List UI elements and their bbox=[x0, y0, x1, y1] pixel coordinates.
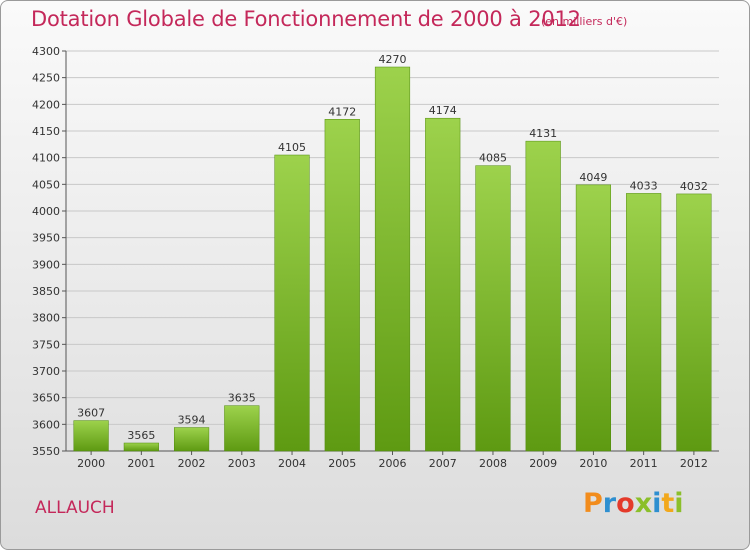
y-tick-label: 4000 bbox=[32, 205, 60, 218]
bar bbox=[575, 184, 612, 452]
y-tick-label: 3550 bbox=[32, 445, 60, 458]
x-tick-label: 2004 bbox=[278, 457, 306, 470]
bar bbox=[425, 117, 461, 452]
x-tick-label: 2010 bbox=[579, 457, 607, 470]
bar-value-label: 3565 bbox=[127, 429, 155, 442]
x-tick-label: 2003 bbox=[228, 457, 256, 470]
bar-value-label: 4270 bbox=[379, 53, 407, 66]
bar bbox=[73, 420, 109, 452]
logo-letter: r bbox=[602, 488, 617, 519]
x-tick-label: 2000 bbox=[77, 457, 105, 470]
y-tick-label: 3800 bbox=[32, 312, 60, 325]
bar-value-label: 4131 bbox=[529, 127, 557, 140]
bar bbox=[374, 66, 411, 452]
commune-name: ALLAUCH bbox=[35, 498, 115, 518]
bar-value-label: 4172 bbox=[328, 105, 356, 118]
labels: 3607 2000 3565 2001 3594 2002 3635 2003 4105 2004… bbox=[77, 53, 708, 470]
bar bbox=[173, 427, 210, 452]
x-tick-label: 2001 bbox=[127, 457, 155, 470]
bars bbox=[73, 66, 712, 452]
bar-value-label: 4049 bbox=[579, 171, 607, 184]
bar bbox=[274, 154, 310, 452]
bar-value-label: 4032 bbox=[680, 180, 708, 193]
y-tick-label: 3700 bbox=[32, 365, 60, 378]
x-tick-label: 2002 bbox=[178, 457, 206, 470]
y-tick-label: 4200 bbox=[32, 98, 60, 111]
y-tick-label: 4250 bbox=[32, 72, 60, 85]
logo-letter: x bbox=[634, 488, 653, 519]
logo-letter: o bbox=[616, 488, 635, 519]
bar bbox=[475, 165, 511, 452]
bar bbox=[123, 442, 159, 452]
x-tick-label: 2008 bbox=[479, 457, 507, 470]
bar-value-label: 4105 bbox=[278, 141, 306, 154]
y-tick-label: 3900 bbox=[32, 258, 60, 271]
y-tick-label: 4100 bbox=[32, 152, 60, 165]
bar bbox=[224, 405, 260, 452]
bar-value-label: 3635 bbox=[228, 392, 256, 405]
x-tick-label: 2011 bbox=[630, 457, 658, 470]
x-tick-label: 2012 bbox=[680, 457, 708, 470]
x-tick-label: 2006 bbox=[379, 457, 407, 470]
bar bbox=[626, 193, 662, 452]
y-tick-label: 4300 bbox=[32, 45, 60, 58]
bar-value-label: 4085 bbox=[479, 152, 507, 165]
chart-title: Dotation Globale de Fonctionnement de 20… bbox=[31, 7, 581, 31]
y-tick-label: 4150 bbox=[32, 125, 60, 138]
bar-value-label: 4174 bbox=[429, 104, 457, 117]
logo-letter: t bbox=[661, 488, 675, 519]
bar-value-label: 3594 bbox=[178, 414, 206, 427]
y-tick-label: 3850 bbox=[32, 285, 60, 298]
x-tick-label: 2005 bbox=[328, 457, 356, 470]
y-tick-label: 3950 bbox=[32, 232, 60, 245]
bar-value-label: 3607 bbox=[77, 407, 105, 420]
y-tick-label: 3750 bbox=[32, 338, 60, 351]
bar-value-label: 4033 bbox=[630, 179, 658, 192]
y-tick-label: 3650 bbox=[32, 392, 60, 405]
y-tick-label: 4050 bbox=[32, 178, 60, 191]
bar bbox=[525, 140, 561, 452]
logo-letter: i bbox=[674, 488, 684, 519]
proxiti-logo[interactable]: Proxiti bbox=[583, 488, 684, 519]
x-tick-label: 2007 bbox=[429, 457, 457, 470]
logo-letter: i bbox=[652, 488, 662, 519]
bar bbox=[676, 193, 712, 452]
x-tick-label: 2009 bbox=[529, 457, 557, 470]
chart-subtitle: (en milliers d'€) bbox=[541, 15, 628, 28]
logo-letter: P bbox=[583, 488, 603, 519]
bar bbox=[324, 119, 360, 452]
y-tick-label: 3600 bbox=[32, 418, 60, 431]
